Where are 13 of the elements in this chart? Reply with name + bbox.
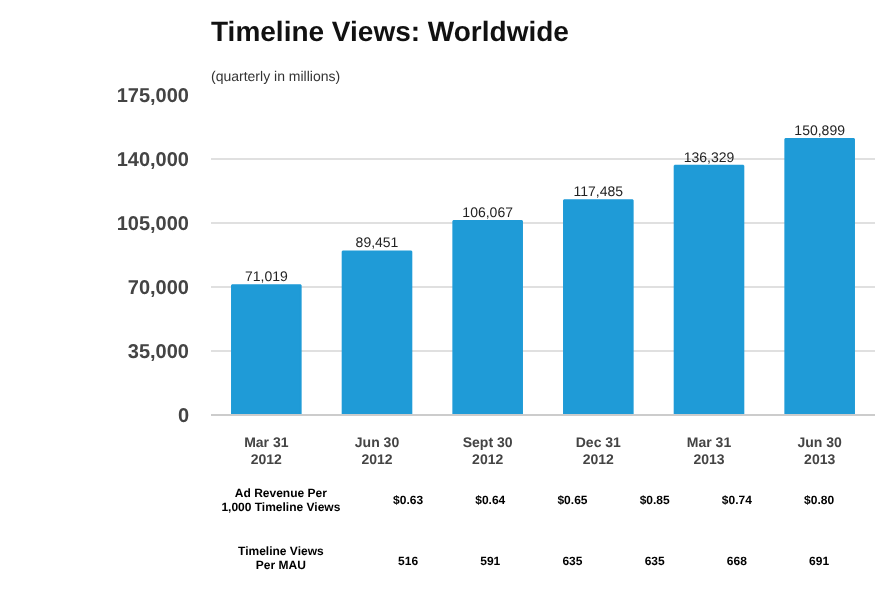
y-tick-label: 175,000 <box>116 86 190 108</box>
chart-title: Timeline Views: Worldwide <box>211 15 570 47</box>
bar <box>563 199 634 415</box>
bar <box>784 138 855 415</box>
bar <box>452 220 523 415</box>
y-tick-label: 140,000 <box>116 150 190 172</box>
y-tick-label: 70,000 <box>127 278 190 300</box>
bar <box>673 164 745 415</box>
y-tick-label: 0 <box>177 406 190 428</box>
bar <box>231 284 302 415</box>
bar <box>341 250 413 415</box>
y-tick-label: 105,000 <box>116 214 190 236</box>
y-tick-label: 35,000 <box>127 342 190 364</box>
